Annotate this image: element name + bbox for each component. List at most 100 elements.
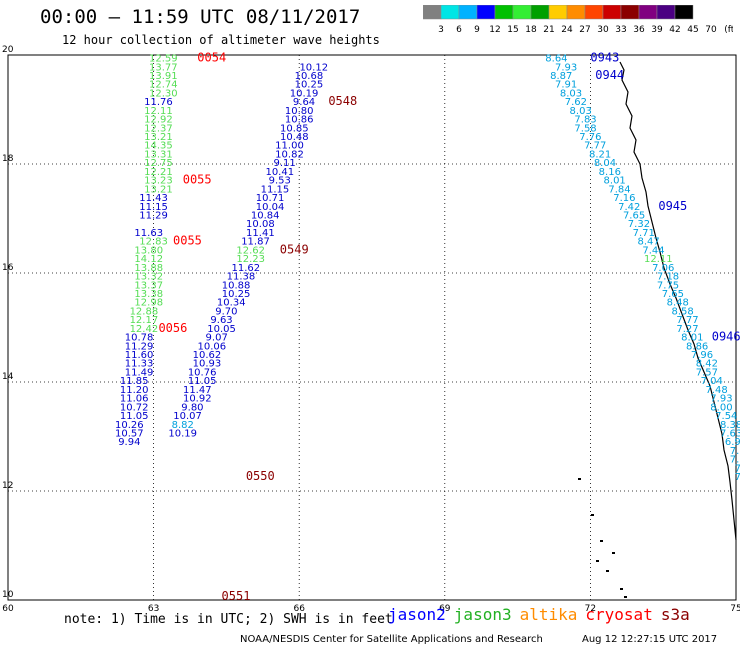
swh-value-label: 9.53: [269, 176, 291, 187]
swh-value-label: 9.63: [210, 315, 232, 326]
swh-value-label: 11.06: [120, 394, 149, 405]
swh-value-label: 11.43: [139, 193, 168, 204]
colorbar-label: 45: [687, 25, 698, 35]
credit-text: NOAA/NESDIS Center for Satellite Applica…: [240, 634, 543, 645]
swh-value-label: 7.75: [657, 280, 679, 291]
pass-time-label: 0055: [173, 234, 202, 248]
swh-value-label: 10.19: [290, 88, 319, 99]
colorbar-label: 18: [525, 25, 537, 35]
colorbar-label: 27: [579, 25, 590, 35]
swh-value-label: 11.20: [120, 385, 149, 396]
chart-title: 00:00 – 11:59 UTC 08/11/2017: [40, 6, 361, 28]
swh-value-label: 12.59: [149, 54, 178, 65]
swh-value-label: 8.01: [604, 176, 626, 187]
y-tick-label: 12: [2, 481, 13, 491]
swh-value-label: 12.75: [144, 158, 173, 169]
swh-value-label: 8.82: [172, 420, 194, 431]
swh-value-label: 13.21: [144, 132, 173, 143]
legend-entry-jason3: jason3: [453, 605, 512, 624]
y-tick-label: 16: [2, 263, 14, 273]
swh-value-label: 11.15: [261, 184, 290, 195]
swh-value-label: 7.91: [555, 80, 577, 91]
legend-entry-s3a: s3a: [660, 605, 690, 624]
coastline: [619, 61, 737, 541]
swh-value-label: 8.47: [638, 237, 660, 248]
swh-value-label: 7.65: [623, 211, 645, 222]
swh-value-label: 13.21: [144, 184, 173, 195]
swh-value-label: 7.96: [691, 350, 713, 361]
plot-frame: [7, 54, 737, 601]
swh-value-label: 11.76: [144, 97, 173, 108]
swh-value-label: 12.30: [149, 88, 178, 99]
swh-value-label: 10.25: [222, 289, 251, 300]
colorbar-label: 42: [669, 25, 680, 35]
swh-value-label: 10.68: [295, 71, 324, 82]
swh-value-label: 12.11: [644, 254, 673, 265]
swh-value-label: 11.41: [246, 228, 275, 239]
pass-time-label: 0944: [595, 68, 624, 82]
pass-time-label: 0550: [246, 469, 275, 483]
swh-value-label: 11.05: [120, 411, 149, 422]
swh-value-label: 10.72: [120, 402, 149, 413]
colorbar-label: 3: [438, 25, 444, 35]
legend-entry-cryosat: cryosat: [585, 605, 653, 624]
swh-value-label: 13.23: [144, 176, 173, 187]
colorbar-label: 15: [507, 25, 518, 35]
swh-value-label: 8.64: [545, 54, 567, 65]
swh-value-label: 7.93: [710, 394, 732, 405]
swh-value-label: 7.93: [555, 62, 577, 73]
footer-note: note: 1) Time is in UTC; 2) SWH is in fe…: [64, 612, 393, 627]
x-tick-label: 75: [730, 604, 740, 614]
chart-subtitle: 12 hour collection of altimeter wave hei…: [62, 33, 380, 47]
swh-value-label: 13.91: [149, 71, 178, 82]
swh-value-label: 7.65: [662, 289, 684, 300]
swh-value-label: 11.49: [125, 367, 154, 378]
swh-value-label: 10.26: [115, 420, 144, 431]
swh-value-label: 13.80: [134, 245, 163, 256]
y-tick-label: 14: [2, 372, 14, 382]
swh-value-label: 7.03: [735, 472, 740, 483]
swh-value-label: 14.12: [134, 254, 163, 265]
timestamp-text: Aug 12 12:27:15 UTC 2017: [582, 634, 718, 645]
swh-value-label: 11.47: [183, 385, 212, 396]
colorbar-label: 6: [456, 25, 462, 35]
swh-value-label: 8.03: [570, 106, 592, 117]
pass-time-label: 0549: [280, 242, 309, 256]
swh-value-label: 13.88: [134, 263, 163, 274]
swh-value-label: 12.74: [149, 80, 178, 91]
swh-value-label: 9.94: [118, 437, 140, 448]
swh-value-label: 8.04: [594, 158, 616, 169]
swh-value-label: 11.00: [275, 141, 304, 152]
swh-value-label: 12.23: [236, 254, 265, 265]
swh-value-label: 11.29: [139, 211, 168, 222]
swh-value-label: 10.08: [246, 219, 275, 230]
swh-value-label: 13.32: [134, 272, 163, 283]
x-tick-label: 63: [148, 604, 159, 614]
swh-value-label: 9.80: [181, 402, 203, 413]
swh-value-label: 10.92: [183, 394, 212, 405]
legend-entry-jason2: jason2: [388, 605, 446, 624]
swh-value-label: 8.21: [589, 149, 611, 160]
swh-value-label: 10.05: [207, 324, 236, 335]
swh-value-label: 8.00: [710, 402, 732, 413]
swh-value-label: 10.82: [275, 149, 304, 160]
swh-value-label: 12.98: [134, 298, 163, 309]
swh-value-label: 11.87: [241, 237, 270, 248]
swh-value-label: 13.37: [134, 280, 163, 291]
swh-value-label: 10.34: [217, 298, 246, 309]
swh-value-label: 8.38: [720, 420, 740, 431]
swh-value-label: 9.70: [215, 306, 237, 317]
swh-value-label: 7.16: [613, 193, 635, 204]
swh-value-label: 7.31: [730, 446, 740, 457]
colorbar-label: (ft): [724, 25, 733, 35]
swh-value-label: 7.77: [676, 315, 698, 326]
swh-value-label: 9.64: [293, 97, 315, 108]
swh-value-label: 8.42: [696, 359, 718, 370]
swh-value-label: 12.21: [144, 167, 173, 178]
y-tick-label: 10: [2, 590, 14, 600]
x-tick-label: 72: [585, 604, 596, 614]
pass-time-label: 0056: [158, 321, 187, 335]
swh-value-label: 7.62: [565, 97, 587, 108]
swh-value-label: 12.37: [144, 123, 173, 134]
